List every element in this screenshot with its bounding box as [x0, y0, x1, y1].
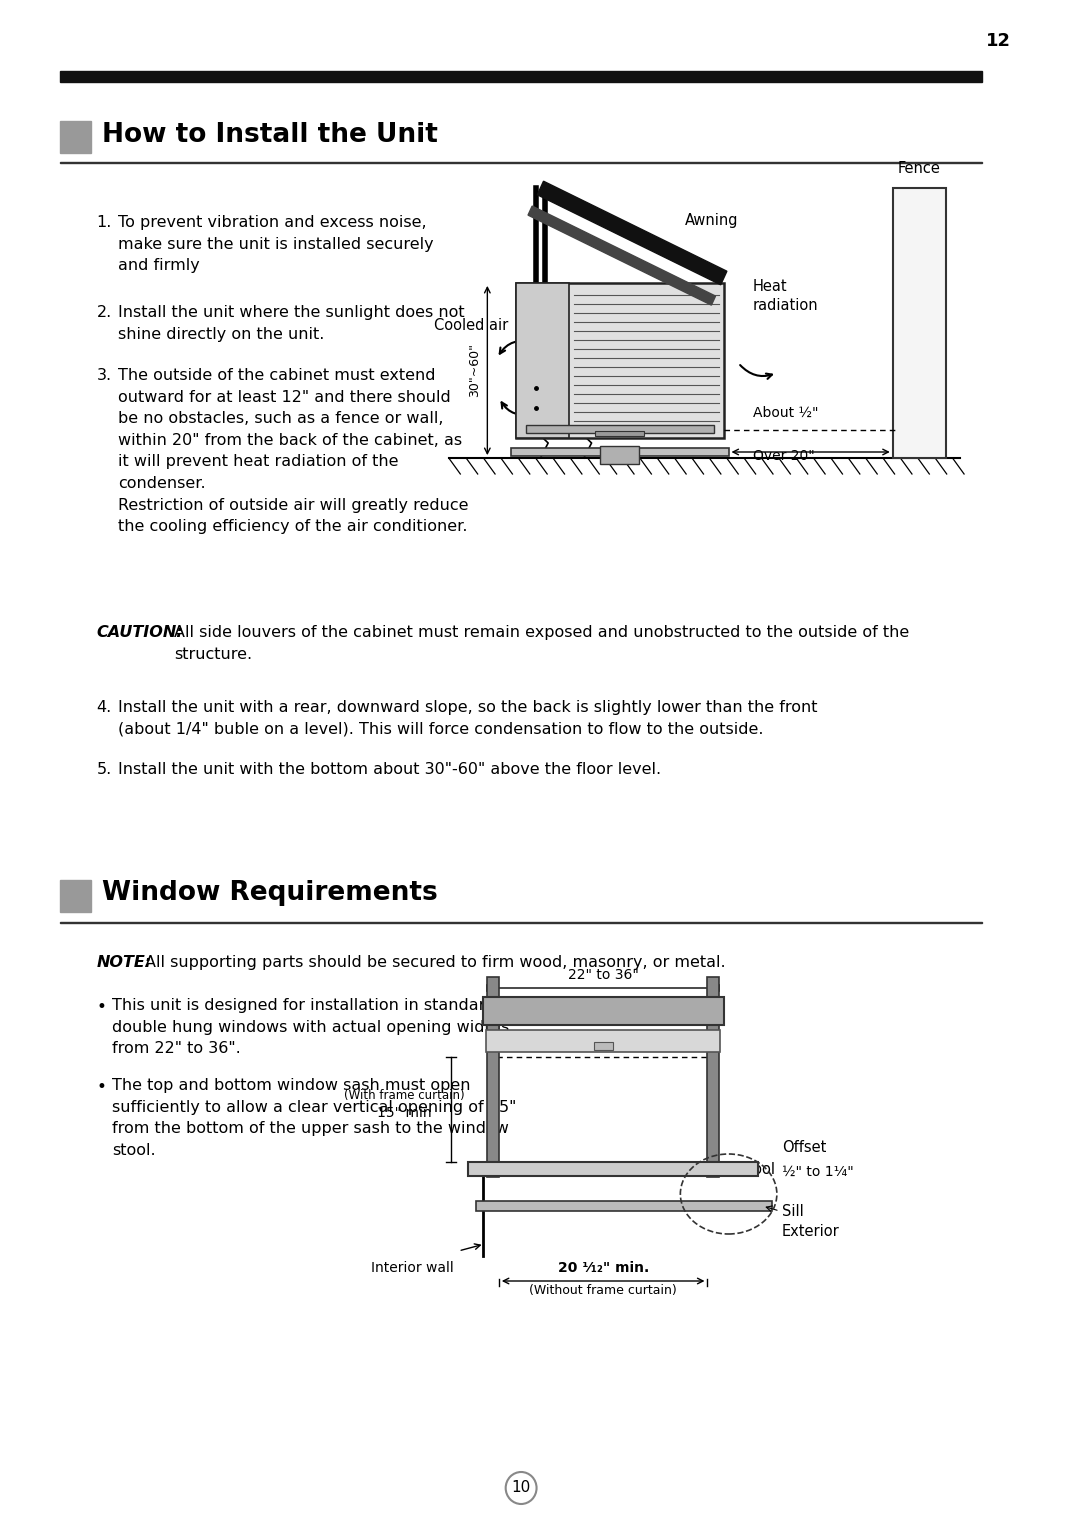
Text: About ½": About ½"	[753, 406, 819, 419]
Text: Install the unit where the sunlight does not
shine directly on the unit.: Install the unit where the sunlight does…	[118, 305, 464, 342]
Text: 5.: 5.	[96, 763, 111, 778]
Text: 3.: 3.	[96, 368, 111, 383]
Text: Window Requirements: Window Requirements	[103, 880, 438, 905]
Bar	[486, 1030, 720, 1053]
Bar	[526, 425, 714, 433]
Text: NOTE:: NOTE:	[96, 955, 151, 971]
Text: The outside of the cabinet must extend
outward for at least 12" and there should: The outside of the cabinet must extend o…	[118, 368, 469, 535]
Bar	[707, 977, 719, 1177]
Text: 2.: 2.	[96, 305, 111, 321]
Text: 15" min: 15" min	[377, 1106, 432, 1120]
Bar	[59, 880, 91, 911]
Text: Stool: Stool	[739, 1162, 775, 1177]
Text: ½" to 1¹⁄₄": ½" to 1¹⁄₄"	[782, 1165, 853, 1179]
Text: To prevent vibration and excess noise,
make sure the unit is installed securely
: To prevent vibration and excess noise, m…	[118, 216, 433, 273]
Bar	[59, 122, 91, 153]
Text: Exterior: Exterior	[782, 1223, 839, 1238]
Text: 10: 10	[512, 1481, 530, 1496]
Text: Over 20": Over 20"	[753, 450, 814, 463]
Bar	[516, 283, 569, 437]
Text: All supporting parts should be secured to firm wood, masonry, or metal.: All supporting parts should be secured t…	[145, 955, 726, 971]
Text: Heat
radiation: Heat radiation	[753, 278, 819, 313]
Text: 20 ¹⁄₁₂" min.: 20 ¹⁄₁₂" min.	[557, 1261, 649, 1274]
Text: This unit is designed for installation in standard
double hung windows with actu: This unit is designed for installation i…	[112, 998, 509, 1056]
Bar	[59, 71, 983, 82]
Bar	[600, 447, 639, 463]
Text: 22" to 36": 22" to 36"	[568, 968, 638, 981]
Bar	[468, 1162, 757, 1176]
Text: Install the unit with a rear, downward slope, so the back is slightly lower than: Install the unit with a rear, downward s…	[118, 700, 818, 737]
Bar	[594, 1042, 612, 1050]
Bar	[512, 448, 729, 456]
Text: 30"~60": 30"~60"	[469, 343, 482, 396]
Text: Awning: Awning	[685, 213, 739, 228]
Text: CAUTION:: CAUTION:	[96, 624, 184, 639]
Text: How to Install the Unit: How to Install the Unit	[103, 122, 438, 147]
Text: 12: 12	[986, 32, 1011, 50]
Text: Fence: Fence	[897, 161, 941, 176]
Text: (With frame curtain): (With frame curtain)	[345, 1089, 464, 1101]
Text: All side louvers of the cabinet must remain exposed and unobstructed to the outs: All side louvers of the cabinet must rem…	[174, 624, 909, 662]
Text: The top and bottom window sash must open
sufficiently to allow a clear vertical : The top and bottom window sash must open…	[112, 1078, 516, 1157]
Text: 1.: 1.	[96, 216, 112, 229]
Text: 4.: 4.	[96, 700, 111, 715]
Text: •: •	[96, 998, 106, 1016]
Bar	[476, 1202, 772, 1211]
Bar	[595, 431, 644, 436]
Text: •: •	[96, 1078, 106, 1097]
Polygon shape	[538, 181, 727, 284]
Text: Sill: Sill	[782, 1203, 804, 1218]
Text: Interior wall: Interior wall	[370, 1261, 454, 1274]
Bar	[516, 283, 724, 437]
Text: Offset: Offset	[782, 1139, 826, 1154]
Bar	[483, 996, 724, 1025]
Text: Install the unit with the bottom about 30"-60" above the floor level.: Install the unit with the bottom about 3…	[118, 763, 661, 778]
Text: Cooled air: Cooled air	[434, 319, 509, 334]
Bar	[487, 977, 499, 1177]
Bar	[893, 188, 946, 459]
Polygon shape	[528, 207, 716, 305]
Text: (Without frame curtain): (Without frame curtain)	[529, 1284, 677, 1297]
